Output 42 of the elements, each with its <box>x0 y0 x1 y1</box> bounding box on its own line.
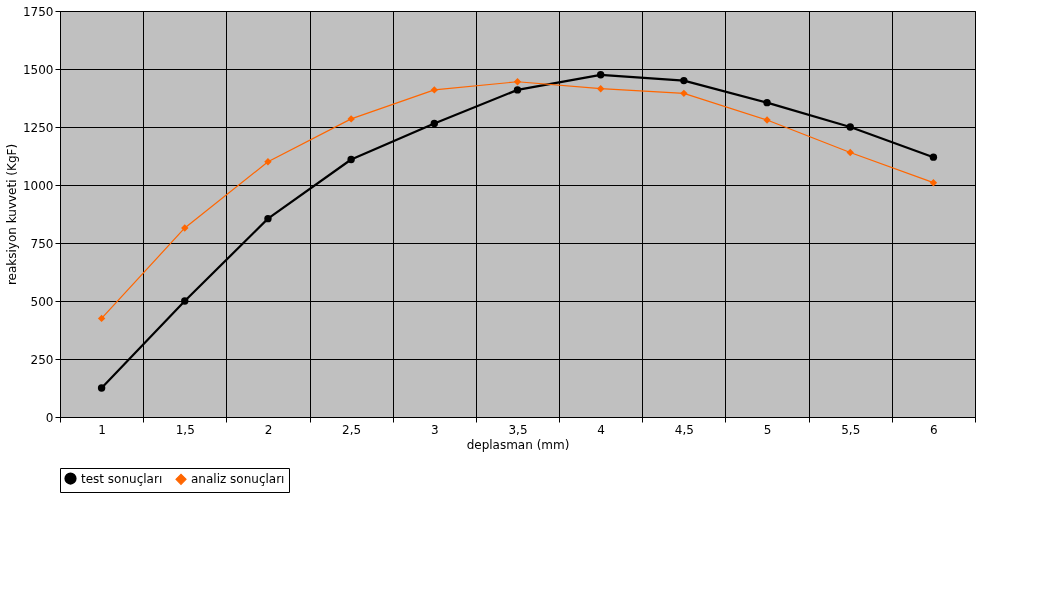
point <box>513 78 522 86</box>
legend-label: analiz sonuçları <box>191 472 285 487</box>
x-tick-label: 2 <box>264 422 273 437</box>
y-tick-label: 1250 <box>22 120 54 135</box>
point <box>846 148 854 157</box>
y-tick-label: 0 <box>45 410 54 425</box>
y-tick-label: 1000 <box>22 178 54 193</box>
point <box>596 71 605 79</box>
point <box>846 123 854 131</box>
point <box>181 224 189 232</box>
x-tick-label: 6 <box>930 422 938 437</box>
point <box>596 85 605 93</box>
point <box>97 314 106 323</box>
point <box>97 384 106 392</box>
x-tick-label: 5,5 <box>841 422 861 437</box>
point <box>929 178 938 187</box>
y-tick-label: 750 <box>30 236 54 251</box>
x-tick-label: 2,5 <box>342 422 362 437</box>
y-tick-label: 1750 <box>22 4 54 19</box>
y-tick-label: 250 <box>30 352 54 367</box>
point <box>763 98 771 107</box>
point <box>680 76 688 85</box>
y-tick-label: 1500 <box>22 62 54 77</box>
point <box>181 297 189 305</box>
point <box>680 89 688 98</box>
x-axis-title: deplasman (mm) <box>466 437 570 452</box>
y-axis-title: reaksiyon kuvveti (KgF) <box>4 143 19 286</box>
x-tick-label: 5 <box>763 422 772 437</box>
x-tick-label: 4,5 <box>674 422 694 437</box>
point <box>347 155 355 164</box>
point <box>513 86 522 94</box>
point <box>264 214 272 223</box>
point <box>430 119 439 128</box>
point <box>430 86 439 94</box>
x-tick-label: 1 <box>98 422 106 437</box>
x-tick-label: 4 <box>597 422 605 437</box>
x-tick-label: 3 <box>431 422 439 437</box>
y-tick-label: 500 <box>30 294 54 309</box>
legend-label: test sonuçları <box>81 471 163 486</box>
x-tick-label: 3,5 <box>508 422 528 437</box>
point <box>929 153 938 161</box>
x-tick-label: 1,5 <box>175 422 195 437</box>
